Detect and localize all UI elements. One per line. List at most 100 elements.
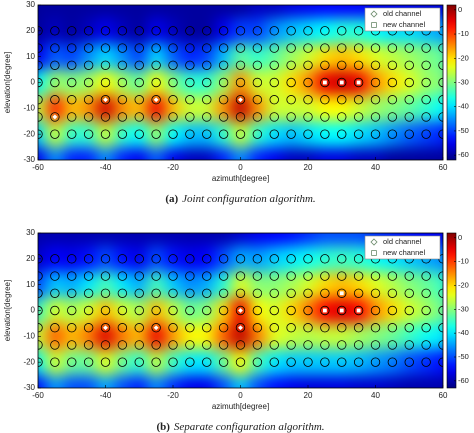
y-tick-label: -30 xyxy=(23,383,35,392)
heatmap-cell xyxy=(248,147,267,160)
candidate-point xyxy=(387,129,398,139)
candidate-point xyxy=(185,254,195,264)
heatmap-cell xyxy=(417,297,436,324)
heatmap-cell xyxy=(97,69,115,96)
candidate-point xyxy=(370,43,381,53)
candidate-point xyxy=(218,323,229,333)
candidate-point xyxy=(151,271,161,281)
heatmap-cell xyxy=(215,147,233,160)
candidate-point xyxy=(202,112,212,122)
y-tick-label: -20 xyxy=(23,129,35,138)
heatmap-cell xyxy=(63,121,81,148)
marker-square xyxy=(322,308,327,313)
heatmap-cell xyxy=(113,375,132,388)
candidate-point xyxy=(117,288,128,298)
legend-label: old channel xyxy=(383,9,422,18)
candidate-point xyxy=(117,254,128,264)
heatmap-cell xyxy=(265,5,284,19)
marker-diamond xyxy=(103,325,108,331)
candidate-point xyxy=(320,112,330,122)
heatmap-cell xyxy=(248,297,267,324)
heatmap-cell xyxy=(282,5,301,19)
heatmap-cell xyxy=(80,271,98,299)
heatmap-cell xyxy=(63,233,81,247)
candidate-point xyxy=(303,305,313,316)
marker-diamond xyxy=(153,97,159,103)
marker-square xyxy=(371,22,377,28)
candidate-point xyxy=(421,129,431,139)
legend-label: old channel xyxy=(383,237,422,246)
heatmap-cell xyxy=(400,297,419,324)
candidate-point xyxy=(404,288,414,298)
candidate-point xyxy=(337,95,347,105)
heatmap-cell xyxy=(265,271,284,299)
heatmap-cell xyxy=(367,271,385,299)
candidate-point xyxy=(235,26,246,36)
heatmap-cell xyxy=(130,43,149,71)
candidate-point xyxy=(100,288,111,298)
heatmap-cell xyxy=(417,349,436,376)
candidate-point xyxy=(134,43,144,53)
candidate-point xyxy=(168,43,178,53)
candidate-point xyxy=(370,323,381,333)
candidate-point xyxy=(185,129,195,139)
heatmap-cell xyxy=(299,375,317,388)
candidate-point xyxy=(337,77,347,88)
heatmap-cell xyxy=(299,95,317,122)
candidate-point xyxy=(235,323,246,333)
candidate-point xyxy=(83,129,94,139)
heatmap-cell xyxy=(46,43,64,71)
candidate-point xyxy=(337,357,347,367)
candidate-point xyxy=(67,254,77,264)
candidate-point xyxy=(83,323,94,333)
heatmap-cell xyxy=(265,233,284,247)
candidate-point xyxy=(269,357,279,367)
heatmap-cell xyxy=(333,233,351,247)
heatmap-cell xyxy=(147,271,166,299)
heatmap-cell xyxy=(164,147,182,160)
heatmap-cell xyxy=(400,147,419,160)
heatmap-cell xyxy=(130,375,149,388)
candidate-point xyxy=(303,43,313,53)
heatmap-cell xyxy=(367,375,385,388)
heatmap-cell xyxy=(198,245,216,273)
heatmap-cell xyxy=(232,69,250,96)
heatmap-cell xyxy=(164,271,182,299)
candidate-point xyxy=(269,43,279,53)
heatmap-cell xyxy=(113,5,132,19)
candidate-point xyxy=(100,26,111,36)
heatmap-cell xyxy=(46,121,64,148)
heatmap-cell xyxy=(147,121,166,148)
heatmap-cell xyxy=(265,349,284,376)
heatmap-cell xyxy=(333,245,351,273)
heatmap-cell xyxy=(38,233,47,247)
heatmap-cell xyxy=(198,17,216,45)
heatmap-cell xyxy=(333,95,351,122)
marker-square xyxy=(356,80,361,85)
candidate-point xyxy=(100,60,111,70)
candidate-point xyxy=(134,271,144,281)
candidate-point xyxy=(370,60,381,70)
marker-square xyxy=(322,80,327,85)
candidate-point xyxy=(185,77,195,88)
heatmap-cell xyxy=(215,375,233,388)
heatmap-cell xyxy=(248,121,267,148)
heatmap-cell xyxy=(130,233,149,247)
candidate-point xyxy=(286,254,296,264)
heatmap-cell xyxy=(282,245,301,273)
heatmap-cell xyxy=(113,271,132,299)
heatmap-cell xyxy=(282,121,301,148)
heatmap-cell xyxy=(383,43,402,71)
heatmap-cell xyxy=(248,245,267,273)
candidate-point xyxy=(151,357,161,367)
candidate-point xyxy=(320,323,330,333)
candidate-point xyxy=(151,112,161,122)
heatmap-cell xyxy=(80,323,98,350)
candidate-point xyxy=(404,77,414,88)
candidate-point xyxy=(370,95,381,105)
heatmap-cell xyxy=(147,233,166,247)
heatmap-cell xyxy=(215,43,233,71)
marker-square xyxy=(339,308,344,313)
candidate-point xyxy=(151,254,161,264)
x-tick-label: 40 xyxy=(371,163,380,172)
